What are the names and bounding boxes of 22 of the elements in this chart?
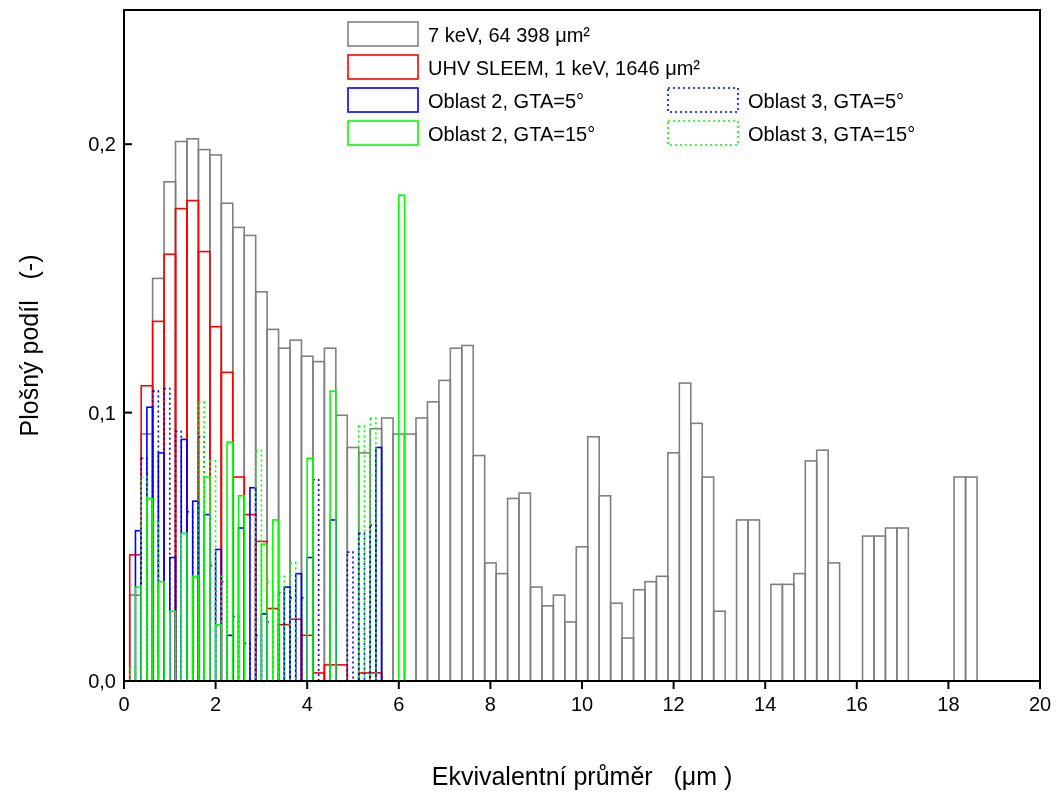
legend-label: UHV SLEEM, 1 keV, 1646 μm² bbox=[428, 57, 701, 79]
legend-label: Oblast 3, GTA=5° bbox=[748, 90, 905, 112]
x-tick-label: 16 bbox=[845, 693, 868, 715]
legend-label: Oblast 2, GTA=15° bbox=[428, 123, 596, 145]
x-tick-label: 2 bbox=[210, 693, 222, 715]
x-tick-label: 8 bbox=[484, 693, 496, 715]
y-tick-label: 0,1 bbox=[88, 401, 116, 424]
legend-label: 7 keV, 64 398 μm² bbox=[428, 24, 591, 46]
x-tick-label: 10 bbox=[570, 693, 594, 715]
y-tick-label: 0,2 bbox=[88, 133, 116, 156]
x-tick-label: 14 bbox=[754, 693, 777, 715]
y-axis-title: Plošný podíl (-) bbox=[15, 254, 43, 437]
legend-label: Oblast 3, GTA=15° bbox=[748, 123, 916, 145]
x-tick-label: 0 bbox=[118, 693, 130, 715]
x-tick-label: 4 bbox=[301, 693, 313, 715]
x-axis-title: Ekvivalentní průměr (μm ) bbox=[431, 762, 733, 790]
x-tick-label: 12 bbox=[662, 693, 685, 715]
x-tick-label: 6 bbox=[393, 693, 405, 715]
legend-label: Oblast 2, GTA=5° bbox=[428, 90, 585, 112]
x-tick-label: 18 bbox=[937, 693, 960, 715]
x-tick-label: 20 bbox=[1028, 693, 1052, 715]
y-tick-label: 0,0 bbox=[88, 670, 116, 692]
